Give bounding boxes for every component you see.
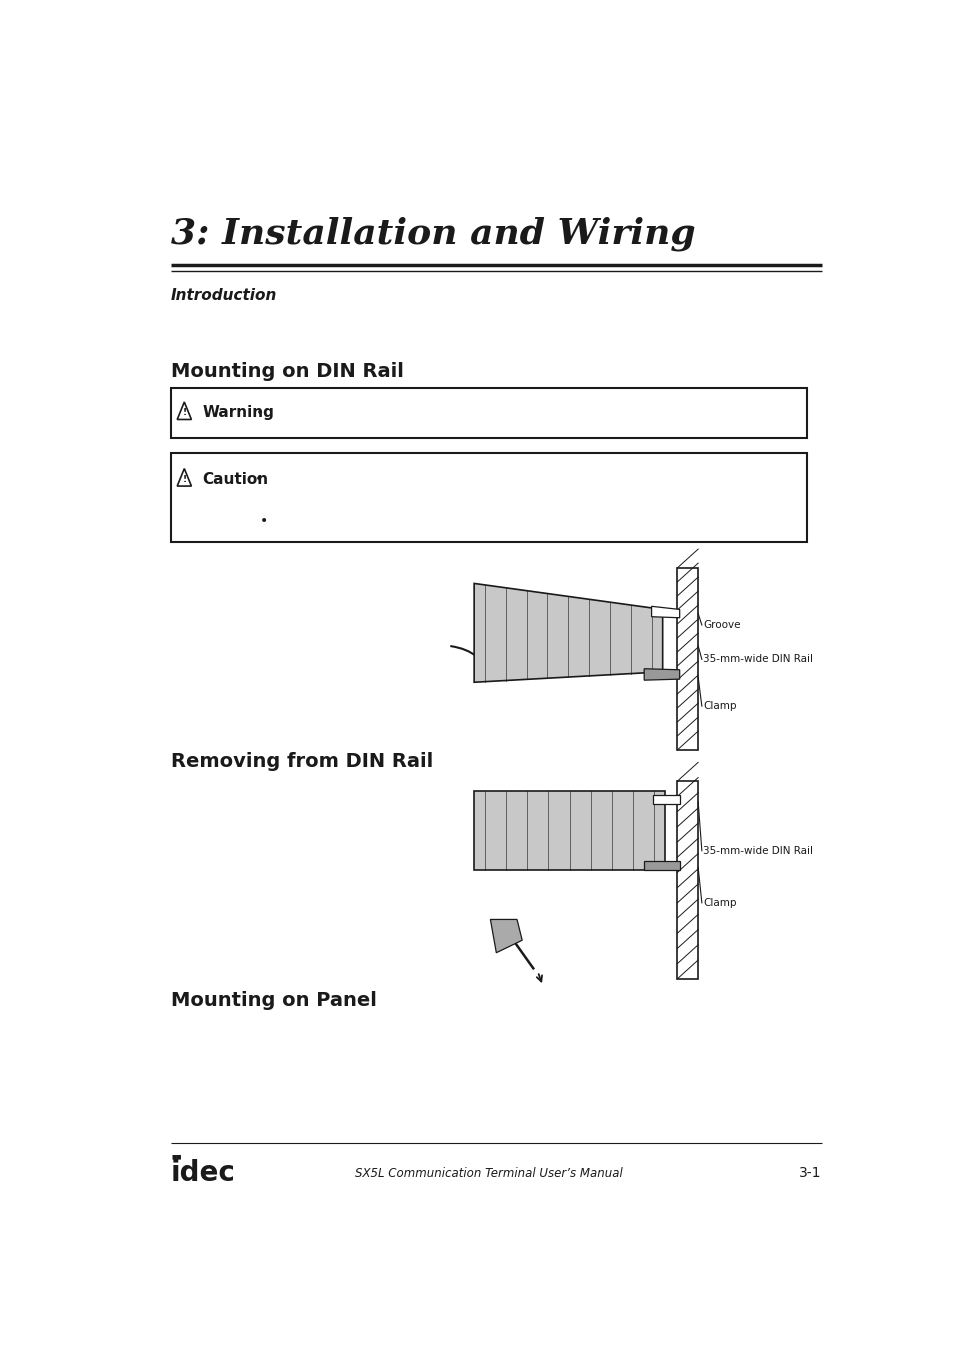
Text: •: •: [259, 513, 268, 528]
Text: Mounting on Panel: Mounting on Panel: [171, 990, 376, 1011]
Text: Caution: Caution: [202, 471, 268, 486]
Polygon shape: [177, 403, 192, 419]
Text: ■■: ■■: [171, 1154, 181, 1159]
Polygon shape: [177, 469, 192, 486]
Bar: [677, 567, 698, 750]
Text: SX5L Communication Terminal User’s Manual: SX5L Communication Terminal User’s Manua…: [355, 1167, 622, 1179]
Polygon shape: [474, 792, 664, 870]
Text: Warning: Warning: [202, 405, 274, 420]
Text: Removing from DIN Rail: Removing from DIN Rail: [171, 751, 433, 770]
Polygon shape: [651, 607, 679, 617]
Polygon shape: [643, 669, 679, 680]
Text: Clamp: Clamp: [702, 701, 736, 711]
FancyBboxPatch shape: [171, 454, 806, 542]
Text: 3: Installation and Wiring: 3: Installation and Wiring: [171, 216, 695, 250]
Bar: [677, 781, 698, 978]
Text: 3-1: 3-1: [799, 1166, 821, 1181]
Polygon shape: [474, 584, 662, 682]
Polygon shape: [643, 861, 679, 870]
Text: !: !: [182, 476, 186, 484]
Text: 35-mm-wide DIN Rail: 35-mm-wide DIN Rail: [702, 654, 813, 665]
Text: •: •: [255, 405, 264, 420]
Polygon shape: [653, 794, 679, 804]
Text: Clamp: Clamp: [702, 898, 736, 908]
Text: Introduction: Introduction: [171, 288, 277, 303]
Text: idec: idec: [171, 1159, 235, 1188]
Text: Groove: Groove: [702, 620, 740, 630]
Text: 35-mm-wide DIN Rail: 35-mm-wide DIN Rail: [702, 846, 813, 855]
Text: !: !: [182, 408, 186, 417]
Text: •: •: [254, 473, 262, 486]
Text: Mounting on DIN Rail: Mounting on DIN Rail: [171, 362, 403, 381]
Polygon shape: [490, 920, 521, 952]
FancyBboxPatch shape: [171, 388, 806, 438]
